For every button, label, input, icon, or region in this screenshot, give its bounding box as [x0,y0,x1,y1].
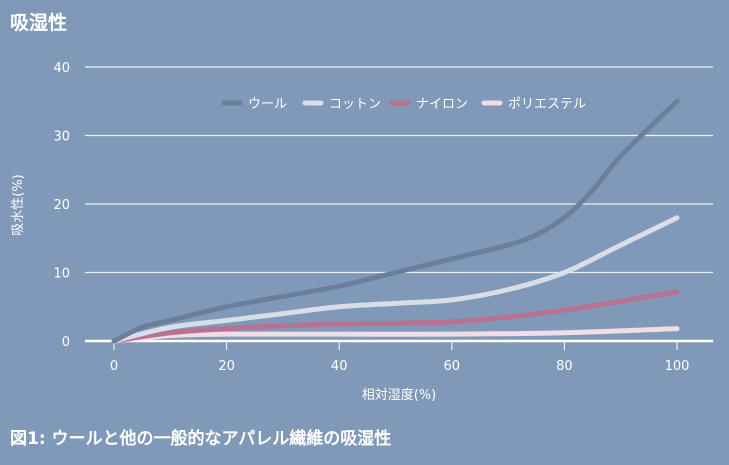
legend-label: ポリエステル [508,97,586,112]
y-tick-label: 10 [53,267,70,282]
y-tick-label: 30 [53,130,70,145]
y-tick-label: 0 [62,335,70,350]
series-line-ウール [111,98,680,344]
legend-label: ウール [248,97,287,112]
x-axis-label: 相対湿度(%) [362,387,437,403]
x-tick-label: 100 [665,359,690,374]
x-tick-label: 0 [110,359,118,374]
x-tick-label: 20 [218,359,235,374]
series-line-ポリエステル [111,326,680,344]
y-tick-label: 20 [53,198,70,213]
x-tick-label: 40 [331,359,348,374]
figure-caption: 図1: ウールと他の一般的なアパレル繊維の吸湿性 [10,429,392,449]
legend-label: コットン [329,97,381,112]
series-line-ナイロン [111,289,680,344]
y-axis-label: 吸水性(%) [11,174,26,236]
chart-title: 吸湿性 [10,12,68,34]
legend-label: ナイロン [416,97,468,112]
x-tick-label: 80 [556,359,573,374]
y-tick-label: 40 [53,61,70,76]
x-tick-label: 60 [444,359,461,374]
series-line-コットン [111,215,680,344]
